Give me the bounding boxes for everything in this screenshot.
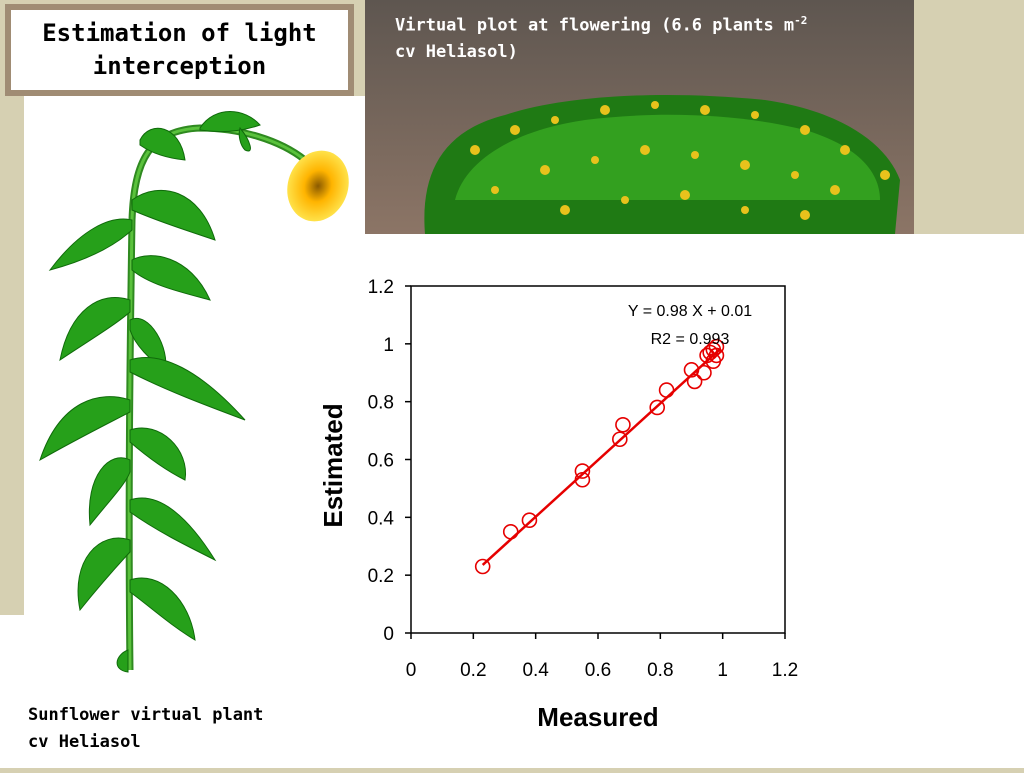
data-point — [686, 373, 703, 390]
data-point — [612, 431, 628, 448]
data-point — [705, 341, 722, 358]
x-tick-label: 0.4 — [522, 660, 549, 681]
y-tick-label: 1 — [383, 335, 394, 356]
data-point — [696, 364, 712, 381]
y-tick-label: 0.2 — [368, 566, 394, 587]
virtual-plot-canopy — [365, 0, 914, 234]
title-frame: Estimation of light interception — [5, 4, 354, 96]
y-tick-label: 0.8 — [368, 393, 394, 414]
y-tick-label: 0.4 — [368, 508, 395, 529]
x-tick-label: 1.2 — [772, 660, 798, 681]
plant-caption-line2: cv Heliasol — [28, 732, 141, 752]
virtual-plot-image — [365, 0, 914, 234]
plot-caption-line1: Virtual plot at flowering (6.6 plants m — [395, 15, 795, 36]
equation-annotation: Y = 0.98 X + 0.01 — [628, 303, 752, 320]
x-tick-label: 1 — [717, 660, 728, 681]
x-axis-label: Measured — [537, 702, 658, 732]
data-point — [708, 338, 725, 355]
plot-caption-line2: cv Heliasol) — [395, 41, 518, 62]
data-point — [658, 382, 675, 398]
sunflower-head — [287, 150, 349, 222]
x-tick-label: 0.6 — [585, 660, 611, 681]
data-point — [574, 471, 591, 488]
y-axis-label: Estimated — [318, 403, 348, 527]
y-axis: 0 0.2 0.4 0.6 0.8 1 1.2 — [368, 277, 411, 645]
data-point — [683, 362, 700, 378]
data-point — [574, 463, 591, 479]
regression-line — [481, 348, 721, 566]
plant-caption: Sunflower virtual plant cv Heliasol — [16, 686, 290, 768]
plot-caption-superscript: -2 — [794, 14, 808, 27]
r2-annotation: R2 = 0.993 — [651, 331, 730, 348]
y-tick-label: 0 — [383, 624, 394, 645]
y-tick-label: 1.2 — [368, 277, 394, 298]
sunflower-plant-illustration — [39, 111, 349, 673]
x-tick-label: 0.8 — [647, 660, 673, 681]
data-point — [502, 523, 519, 540]
data-point — [474, 558, 491, 575]
data-points — [474, 338, 725, 575]
data-point — [521, 512, 538, 529]
x-tick-label: 0 — [406, 660, 417, 681]
plant-caption-line1: Sunflower virtual plant — [28, 705, 264, 725]
x-axis: 0 0.2 0.4 0.6 0.8 1 1.2 — [406, 633, 798, 681]
virtual-plot-caption: Virtual plot at flowering (6.6 plants m-… — [395, 8, 807, 65]
data-point — [649, 399, 666, 416]
y-tick-label: 0.6 — [368, 451, 394, 472]
x-tick-label: 0.2 — [460, 660, 486, 681]
data-point — [615, 416, 631, 433]
slide-title: Estimation of light interception — [11, 10, 348, 90]
